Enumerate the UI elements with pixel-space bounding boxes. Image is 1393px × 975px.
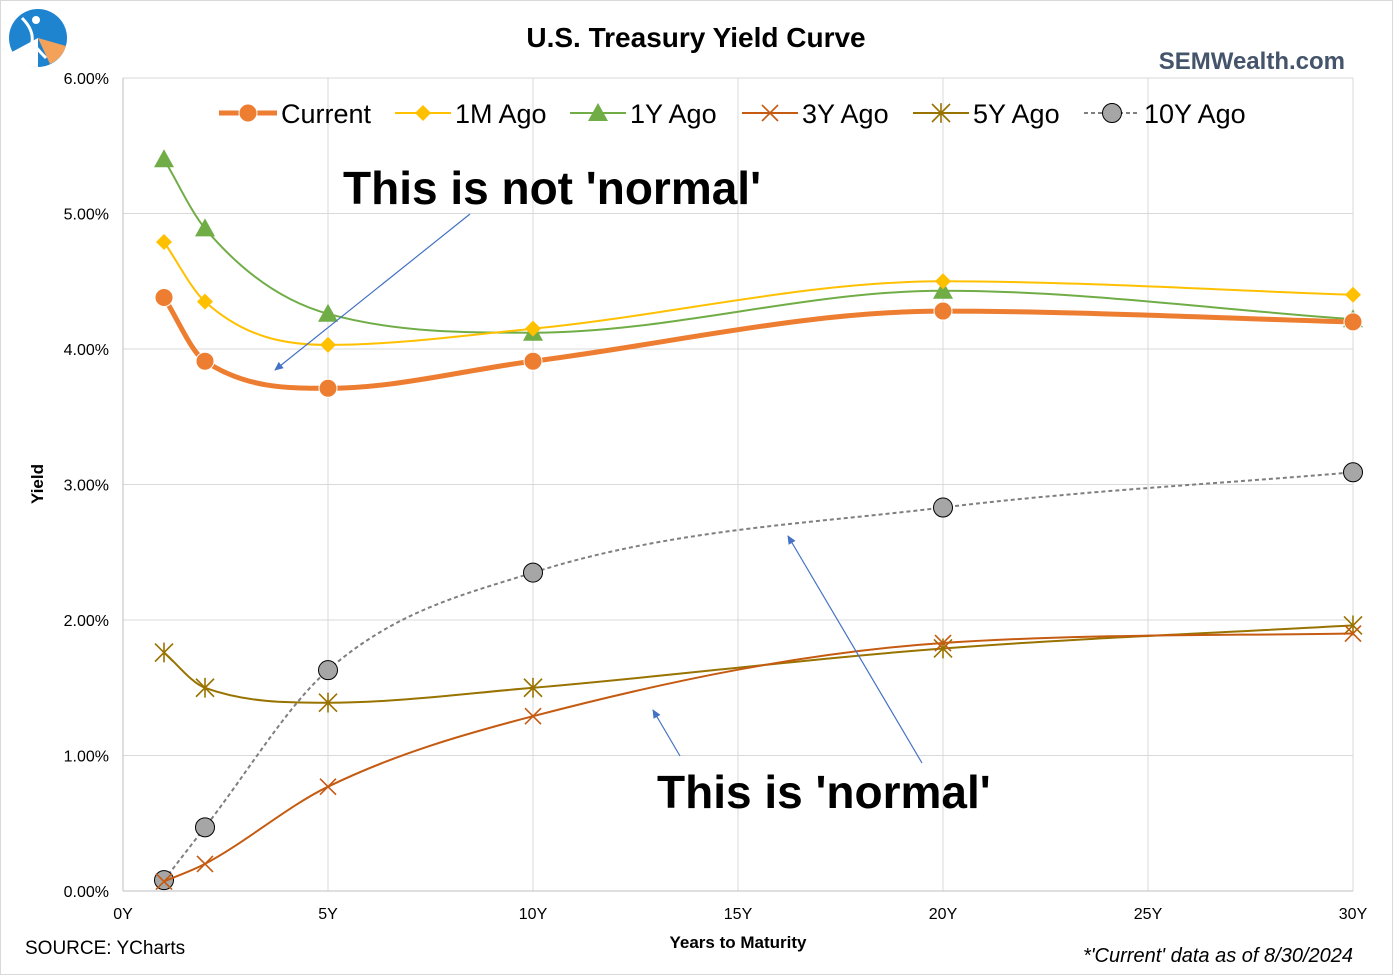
legend-entry: 5Y Ago bbox=[913, 99, 1060, 129]
legend-entry: 3Y Ago bbox=[742, 99, 889, 129]
annotation-arrow-normal-long bbox=[787, 535, 923, 764]
legend-entry: 10Y Ago bbox=[1084, 99, 1246, 129]
data-point bbox=[154, 288, 174, 308]
brand-text: SEMWealth.com bbox=[1159, 48, 1345, 75]
annotation-normal: This is 'normal' bbox=[657, 766, 991, 818]
semwealth-logo bbox=[9, 9, 67, 68]
data-point bbox=[934, 634, 952, 652]
series-line bbox=[163, 632, 1354, 883]
data-point bbox=[195, 218, 215, 237]
data-point bbox=[197, 293, 213, 310]
data-point bbox=[154, 149, 174, 168]
x-tick-label: 10Y bbox=[519, 906, 548, 923]
data-point bbox=[318, 692, 338, 713]
data-point bbox=[238, 103, 258, 123]
data-point bbox=[1343, 312, 1363, 332]
series-line bbox=[163, 624, 1354, 704]
data-point bbox=[196, 855, 214, 873]
y-tick-label: 0.00% bbox=[64, 884, 109, 901]
x-axis-title: Years to Maturity bbox=[670, 933, 808, 952]
data-point bbox=[931, 103, 951, 123]
y-tick-label: 1.00% bbox=[64, 749, 109, 766]
data-point bbox=[318, 303, 338, 322]
legend-entry: Current bbox=[219, 99, 372, 129]
legend-label: 1M Ago bbox=[455, 99, 547, 129]
data-point bbox=[415, 105, 431, 121]
series-5y-ago bbox=[154, 615, 1363, 713]
data-point bbox=[318, 660, 338, 681]
legend-label: 5Y Ago bbox=[973, 99, 1060, 129]
data-point bbox=[154, 642, 174, 663]
y-tick-label: 5.00% bbox=[64, 207, 109, 224]
data-point bbox=[523, 562, 543, 583]
data-point bbox=[761, 104, 779, 122]
data-point bbox=[1344, 624, 1362, 643]
data-point bbox=[1343, 615, 1363, 636]
data-point bbox=[933, 301, 953, 321]
y-tick-label: 2.00% bbox=[64, 613, 109, 630]
data-point bbox=[525, 320, 541, 337]
legend-label: 3Y Ago bbox=[802, 99, 889, 129]
data-point bbox=[154, 870, 174, 891]
legend-label: Current bbox=[281, 99, 372, 129]
series-line bbox=[163, 158, 1354, 334]
series-line bbox=[163, 471, 1354, 881]
series-line bbox=[163, 241, 1354, 346]
data-point bbox=[155, 872, 173, 891]
series-3y-ago bbox=[155, 624, 1362, 891]
data-point bbox=[523, 677, 543, 698]
x-tick-label: 0Y bbox=[113, 906, 133, 923]
y-tick-label: 3.00% bbox=[64, 478, 109, 495]
x-tick-label: 20Y bbox=[929, 906, 958, 923]
x-tick-label: 15Y bbox=[724, 906, 753, 923]
data-point bbox=[320, 336, 336, 353]
x-tick-label: 25Y bbox=[1134, 906, 1163, 923]
axes: 0.00% 1.00% 2.00% 3.00% 4.00% 5.00% 6.00% 0Y 5Y 1… bbox=[64, 71, 1368, 923]
data-point bbox=[588, 103, 608, 121]
chart-title: U.S. Treasury Yield Curve bbox=[526, 22, 865, 53]
legend-entry: 1Y Ago bbox=[570, 99, 717, 129]
data-point bbox=[319, 778, 337, 796]
legend: Current 1M Ago 1Y Ago 3Y Ago 5Y Ago 10Y Ago bbox=[219, 99, 1246, 129]
data-date-note: *'Current' data as of 8/30/2024 bbox=[1083, 945, 1353, 967]
y-axis-title: Yield bbox=[28, 464, 47, 504]
annotation-not-normal: This is not 'normal' bbox=[343, 162, 761, 214]
annotation-arrow-not-normal bbox=[274, 213, 471, 371]
data-point bbox=[933, 280, 953, 299]
legend-entry: 1M Ago bbox=[395, 99, 547, 129]
y-tick-label: 6.00% bbox=[64, 71, 109, 88]
x-tick-label: 5Y bbox=[318, 906, 338, 923]
data-point bbox=[195, 677, 215, 698]
legend-label: 10Y Ago bbox=[1144, 99, 1246, 129]
data-point bbox=[935, 273, 951, 290]
series-10y-ago bbox=[154, 462, 1363, 891]
series-group bbox=[154, 149, 1363, 891]
data-point bbox=[195, 817, 215, 838]
y-tick-label: 4.00% bbox=[64, 342, 109, 359]
data-point bbox=[524, 707, 542, 725]
series-line bbox=[161, 296, 1354, 391]
series-current bbox=[154, 288, 1363, 398]
data-point bbox=[1343, 462, 1363, 483]
source-text: SOURCE: YCharts bbox=[25, 938, 185, 959]
data-point bbox=[1102, 103, 1122, 123]
data-point bbox=[156, 233, 172, 250]
series-1m-ago bbox=[156, 233, 1361, 353]
data-point bbox=[933, 497, 953, 518]
data-point bbox=[1345, 286, 1361, 303]
data-point bbox=[195, 351, 215, 371]
legend-label: 1Y Ago bbox=[630, 99, 717, 129]
data-point bbox=[523, 351, 543, 371]
annotation-arrow-normal-short bbox=[652, 709, 681, 757]
x-tick-label: 30Y bbox=[1339, 906, 1368, 923]
gridlines bbox=[123, 77, 1354, 891]
data-point bbox=[318, 378, 338, 398]
